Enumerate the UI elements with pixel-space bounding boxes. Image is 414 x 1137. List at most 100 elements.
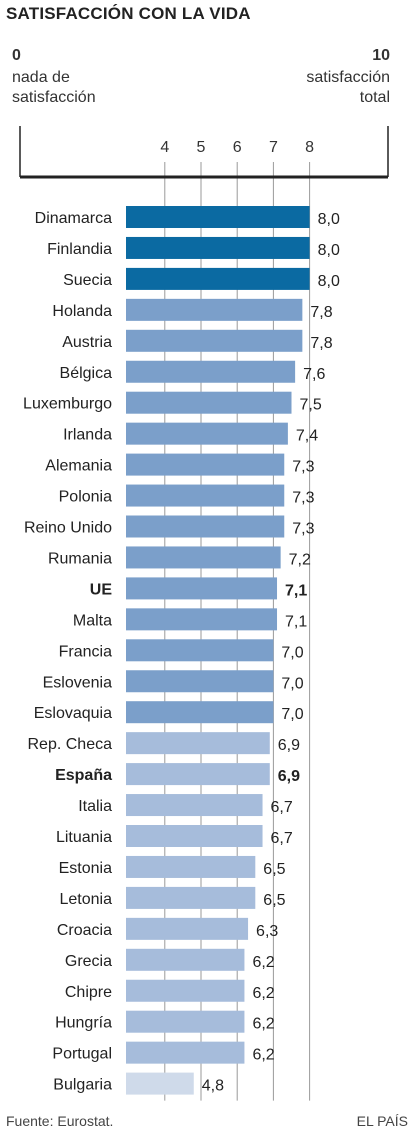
scale-min-label-line2: satisfacción [12,89,96,106]
scale-min-label: nada de satisfacción [12,68,132,108]
value-label-11: 7,2 [289,551,311,568]
bar-21 [126,855,256,878]
scale-max-label-line1: satisfacción [306,69,390,86]
category-label-25: Chipre [65,984,112,1001]
bar-27 [126,1041,245,1064]
bar-14 [126,639,274,662]
bar-5 [126,360,296,383]
bar-13 [126,608,278,631]
tick-label-5: 5 [197,139,206,156]
value-label-1: 8,0 [318,242,340,259]
category-label-17: Rep. Checa [28,736,113,753]
category-label-2: Suecia [63,272,112,289]
category-label-12: UE [90,581,113,598]
category-label-11: Rumania [48,550,112,567]
category-label-14: Francia [59,643,112,660]
value-label-28: 4,8 [202,1078,224,1095]
tick-label-8: 8 [305,139,314,156]
category-label-28: Bulgaria [53,1077,112,1094]
value-label-17: 6,9 [278,737,300,754]
category-label-20: Lituania [56,829,112,846]
category-label-19: Italia [78,798,112,815]
value-label-18: 6,9 [278,768,300,785]
chart-title: SATISFACCIÓN CON LA VIDA [6,4,251,23]
bar-8 [126,453,285,476]
bar-26 [126,1010,245,1033]
value-label-21: 6,5 [263,861,285,878]
scale-max-label: satisfacción total [270,68,390,108]
bar-3 [126,298,303,321]
bar-18 [126,763,270,786]
bar-17 [126,732,270,755]
bar-24 [126,948,245,971]
value-label-0: 8,0 [318,211,340,228]
value-label-12: 7,1 [285,582,307,599]
category-label-24: Grecia [65,953,112,970]
value-label-3: 7,8 [310,304,332,321]
category-label-3: Holanda [52,303,112,320]
scale-min-value: 0 [12,47,21,64]
value-label-9: 7,3 [292,490,314,507]
tick-label-7: 7 [269,139,278,156]
value-label-14: 7,0 [281,644,303,661]
value-label-7: 7,4 [296,428,318,445]
category-label-22: Letonia [60,891,113,908]
source-note: Fuente: Eurostat. [6,1113,114,1129]
category-label-23: Croacia [57,922,112,939]
bar-16 [126,701,274,724]
bar-chart: 4 5 6 7 8 Dinamarca 8,0 Finlandia 8,0 Suecia 8,0 Ho… [19,126,389,1101]
bar-2 [126,267,310,290]
value-label-25: 6,2 [252,985,274,1002]
bar-23 [126,917,249,940]
category-label-10: Reino Unido [24,520,112,537]
category-label-18: España [55,767,112,784]
bar-0 [126,206,310,228]
bar-6 [126,391,292,414]
value-label-6: 7,5 [300,397,322,414]
category-label-4: Austria [62,334,112,351]
bar-12 [126,577,278,600]
value-label-8: 7,3 [292,459,314,476]
value-label-10: 7,3 [292,521,314,538]
value-label-22: 6,5 [263,892,285,909]
bar-1 [126,236,310,259]
category-label-0: Dinamarca [35,210,112,227]
bar-11 [126,546,281,569]
scale-max-value: 10 [372,47,390,64]
bar-10 [126,515,285,538]
category-label-5: Bélgica [60,365,113,382]
tick-label-4: 4 [160,139,169,156]
value-label-15: 7,0 [281,675,303,692]
category-label-26: Hungría [55,1015,112,1032]
value-label-13: 7,1 [285,613,307,630]
bar-19 [126,794,263,817]
bar-20 [126,825,263,847]
value-label-24: 6,2 [252,954,274,971]
bar-25 [126,979,245,1002]
value-label-26: 6,2 [252,1016,274,1033]
category-label-6: Luxemburgo [23,396,112,413]
bar-9 [126,484,285,507]
value-label-19: 6,7 [271,799,293,816]
category-label-15: Eslovenia [43,674,112,691]
category-label-27: Portugal [52,1046,112,1063]
value-label-20: 6,7 [271,830,293,847]
value-label-16: 7,0 [281,706,303,723]
value-label-4: 7,8 [310,335,332,352]
value-label-5: 7,6 [303,366,325,383]
category-label-8: Alemania [45,458,112,475]
category-label-16: Eslovaquia [34,705,112,722]
scale-min-label-line1: nada de [12,69,70,86]
category-label-13: Malta [73,612,112,629]
bar-28 [126,1072,194,1095]
tick-label-6: 6 [233,139,242,156]
value-label-27: 6,2 [252,1047,274,1064]
category-label-1: Finlandia [47,241,112,258]
bar-22 [126,886,256,909]
value-label-23: 6,3 [256,923,278,940]
category-label-9: Polonia [59,489,112,506]
category-label-21: Estonia [59,860,112,877]
bar-4 [126,329,303,352]
bar-15 [126,670,274,693]
value-label-2: 8,0 [318,273,340,290]
